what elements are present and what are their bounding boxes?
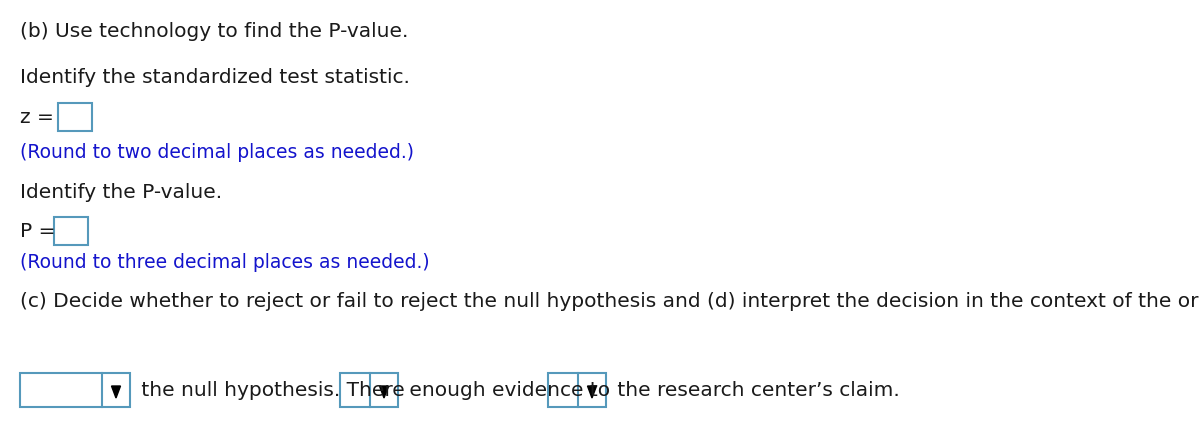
Text: the research center’s claim.: the research center’s claim.	[611, 381, 900, 399]
Text: (Round to two decimal places as needed.): (Round to two decimal places as needed.)	[20, 143, 414, 162]
FancyBboxPatch shape	[548, 373, 606, 407]
FancyBboxPatch shape	[20, 373, 130, 407]
FancyBboxPatch shape	[58, 104, 92, 132]
Text: (c) Decide whether to reject or fail to reject the null hypothesis and (d) inter: (c) Decide whether to reject or fail to …	[20, 291, 1200, 310]
Text: (Round to three decimal places as needed.): (Round to three decimal places as needed…	[20, 252, 430, 272]
Text: Identify the standardized test statistic.: Identify the standardized test statistic…	[20, 68, 410, 87]
FancyBboxPatch shape	[340, 373, 398, 407]
Polygon shape	[379, 386, 389, 398]
Text: enough evidence to: enough evidence to	[403, 381, 610, 399]
Text: Identify the P-value.: Identify the P-value.	[20, 183, 222, 201]
Text: P =: P =	[20, 222, 55, 241]
Text: the null hypothesis. There: the null hypothesis. There	[134, 381, 404, 399]
Text: (b) Use technology to find the P-value.: (b) Use technology to find the P-value.	[20, 22, 408, 41]
Polygon shape	[588, 386, 596, 398]
FancyBboxPatch shape	[54, 218, 88, 245]
Polygon shape	[112, 386, 120, 398]
Text: z =: z =	[20, 108, 54, 127]
